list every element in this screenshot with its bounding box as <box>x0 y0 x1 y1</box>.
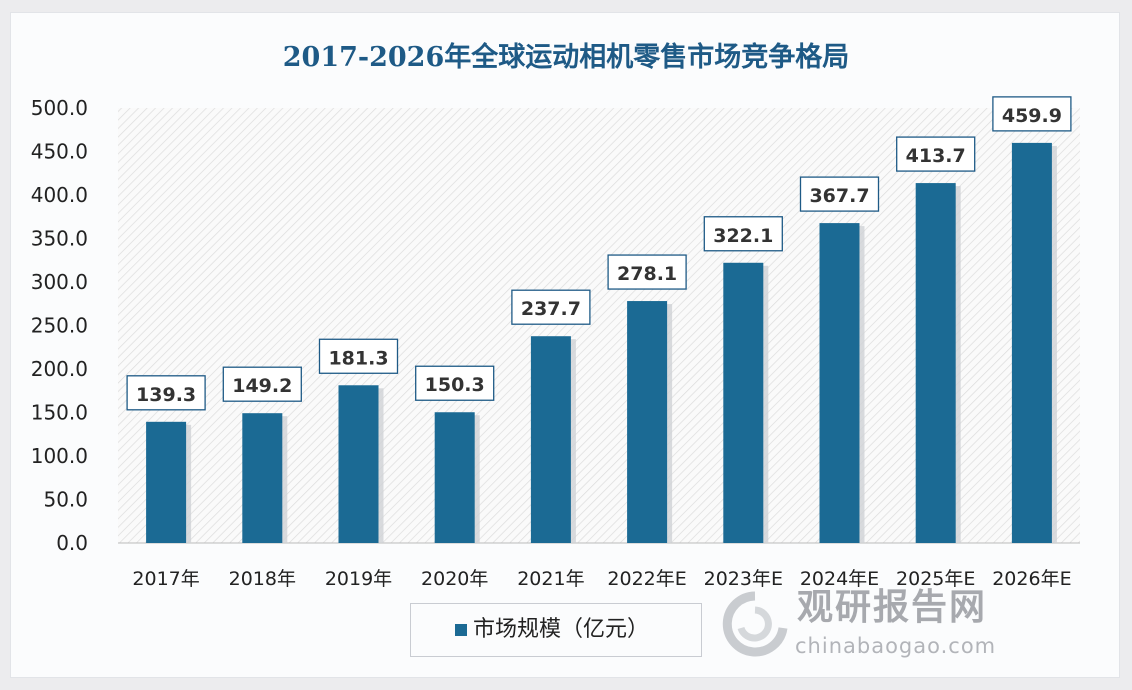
data-label-box <box>126 375 206 411</box>
x-tick-label: 2022年E <box>607 568 686 590</box>
data-label: 149.2 <box>232 375 292 397</box>
data-label: 150.3 <box>425 374 485 396</box>
bar <box>530 336 571 543</box>
bar <box>915 183 956 543</box>
legend-label: 市场规模（亿元） <box>473 617 650 642</box>
x-tick-label: 2026年E <box>992 568 1071 590</box>
data-label: 367.7 <box>809 185 869 207</box>
x-tick-label: 2023年E <box>704 568 783 590</box>
watermark-cn: 观研报告网 <box>797 587 988 628</box>
data-label: 237.7 <box>521 298 581 320</box>
y-tick-label: 250.0 <box>31 314 88 338</box>
data-label: 139.3 <box>136 384 196 406</box>
x-tick-label: 2021年 <box>517 568 584 590</box>
data-label-box <box>607 254 687 290</box>
bar <box>242 413 283 543</box>
y-tick-label: 0.0 <box>56 531 88 555</box>
data-label-box <box>318 338 399 374</box>
data-label: 459.9 <box>1002 105 1062 127</box>
x-tick-label: 2025年E <box>896 568 975 590</box>
bar <box>338 385 379 543</box>
y-tick-label: 200.0 <box>31 357 88 381</box>
data-label-box <box>992 96 1072 132</box>
y-tick-label: 350.0 <box>31 227 88 251</box>
x-tick-label: 2018年 <box>229 568 296 590</box>
bar <box>627 301 668 543</box>
watermark-en: chinabaogao.com <box>795 634 997 658</box>
x-tick-label: 2019年 <box>325 568 392 590</box>
data-label: 278.1 <box>617 263 677 285</box>
bar <box>723 262 764 543</box>
x-tick-label: 2017年 <box>132 568 199 590</box>
y-tick-label: 450.0 <box>31 140 88 164</box>
bar <box>146 421 187 543</box>
y-tick-label: 500.0 <box>31 96 88 120</box>
watermark-swirl-icon <box>722 591 788 657</box>
data-label-box <box>222 366 302 402</box>
y-tick-label: 400.0 <box>31 183 88 207</box>
data-label-box <box>415 365 495 401</box>
legend-swatch <box>455 624 467 636</box>
legend: 市场规模（亿元） <box>410 603 702 657</box>
chart-title: 2017-2026年全球运动相机零售市场竞争格局 <box>282 42 850 73</box>
bar <box>434 412 475 543</box>
data-label: 181.3 <box>328 347 388 369</box>
y-tick-label: 150.0 <box>31 401 88 425</box>
y-tick-label: 300.0 <box>31 270 88 294</box>
watermark-logo: 观研报告网 chinabaogao.com <box>715 588 995 662</box>
data-label: 322.1 <box>713 225 773 247</box>
y-tick-label: 100.0 <box>31 444 88 468</box>
y-tick-label: 50.0 <box>43 488 88 512</box>
x-tick-label: 2020年 <box>421 568 488 590</box>
bar <box>1011 142 1052 543</box>
data-label-box <box>799 176 880 212</box>
bar <box>819 223 860 543</box>
data-label-box <box>703 216 783 252</box>
data-label-box <box>511 289 591 325</box>
x-tick-label: 2024年E <box>800 568 879 590</box>
data-label-box <box>896 136 976 172</box>
data-label: 413.7 <box>906 145 966 167</box>
